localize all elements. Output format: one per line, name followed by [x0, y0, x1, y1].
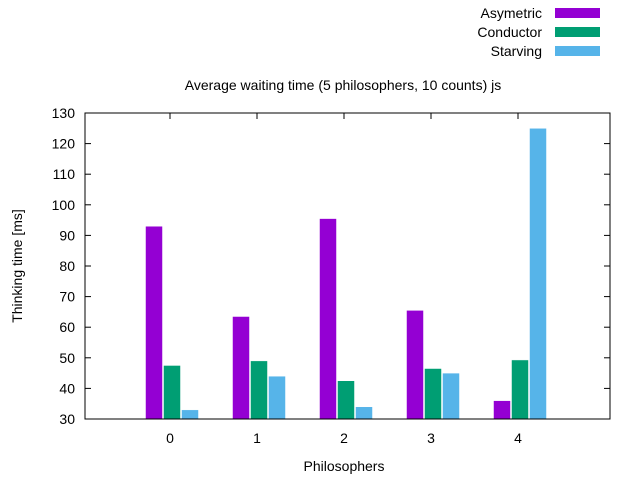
bar-asymetric-0	[145, 225, 163, 420]
bar-asymetric-1	[232, 316, 250, 420]
legend-label-conductor: Conductor	[477, 24, 542, 40]
bar-asymetric-3	[406, 310, 424, 420]
y-tick-label: 50	[59, 350, 75, 366]
legend-label-starving: Starving	[491, 43, 542, 59]
bars	[145, 128, 547, 420]
bar-conductor-2	[337, 380, 355, 420]
x-tick-label: 0	[166, 430, 174, 446]
y-axis-label: Thinking time [ms]	[9, 209, 25, 323]
legend-label-asymetric: Asymetric	[481, 5, 542, 21]
y-tick-label: 110	[53, 166, 76, 182]
chart-title: Average waiting time (5 philosophers, 10…	[185, 77, 501, 93]
x-axis-label: Philosophers	[304, 458, 385, 474]
bar-starving-0	[181, 409, 199, 420]
legend-swatch-conductor	[555, 27, 600, 37]
y-tick-label: 60	[59, 319, 75, 335]
bar-asymetric-2	[319, 218, 337, 420]
y-tick-label: 130	[52, 105, 76, 121]
bar-starving-3	[442, 372, 460, 420]
bar-conductor-0	[163, 365, 181, 420]
y-tick-label: 40	[59, 380, 75, 396]
legend-swatch-starving	[555, 46, 600, 56]
x-tick-label: 4	[514, 430, 522, 446]
y-tick-label: 120	[52, 136, 76, 152]
y-axis-ticks: 30 40 50 60 70 80 90 100 110 120 130	[52, 105, 610, 427]
x-tick-label: 3	[427, 430, 435, 446]
x-tick-label: 2	[340, 430, 348, 446]
bar-starving-4	[529, 128, 547, 420]
y-tick-label: 80	[59, 258, 75, 274]
bar-conductor-1	[250, 360, 268, 420]
y-tick-label: 70	[59, 289, 75, 305]
bar-asymetric-4	[493, 400, 511, 420]
bar-conductor-4	[511, 359, 529, 420]
bar-starving-2	[355, 406, 373, 420]
legend-swatch-asymetric	[555, 8, 600, 18]
y-tick-label: 90	[59, 227, 75, 243]
bar-conductor-3	[424, 368, 442, 420]
y-tick-label: 100	[52, 197, 76, 213]
x-tick-label: 1	[253, 430, 261, 446]
legend: Asymetric Conductor Starving	[477, 5, 600, 59]
plot-frame	[84, 112, 611, 420]
bar-starving-1	[268, 375, 286, 420]
y-tick-label: 30	[59, 411, 75, 427]
